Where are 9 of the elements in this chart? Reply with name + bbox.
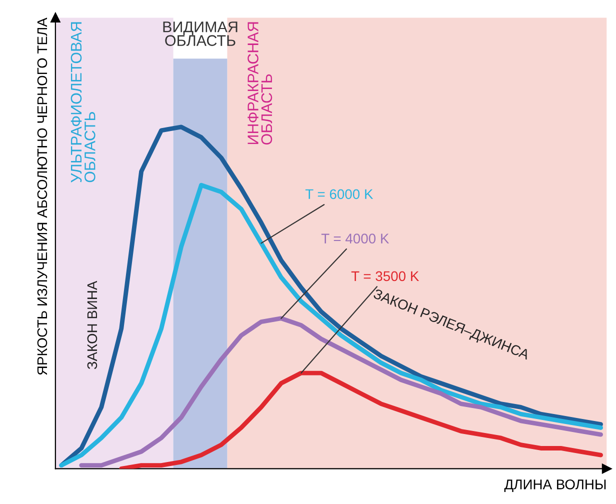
y-axis-title: ЯРКОСТЬ ИЗЛУЧЕНИЯ АБСОЛЮТНО ЧЕРНОГО ТЕЛА bbox=[37, 18, 48, 375]
annotation: ЗАКОН ВИНА bbox=[87, 280, 98, 370]
text: T = 6000 K bbox=[305, 189, 374, 200]
text: ВИДИМАЯ ОБЛАСТЬ bbox=[163, 22, 238, 46]
annotation: ИНФРАКРАСНАЯ ОБЛАСТЬ bbox=[248, 22, 272, 145]
x-axis-title: ДЛИНА ВОЛНЫ bbox=[504, 480, 606, 492]
text: T = 4000 K bbox=[321, 234, 390, 244]
annotation: УЛЬТРАФИОЛЕТОВАЯ ОБЛАСТЬ bbox=[70, 22, 96, 182]
text: T = 3500 K bbox=[351, 271, 420, 282]
